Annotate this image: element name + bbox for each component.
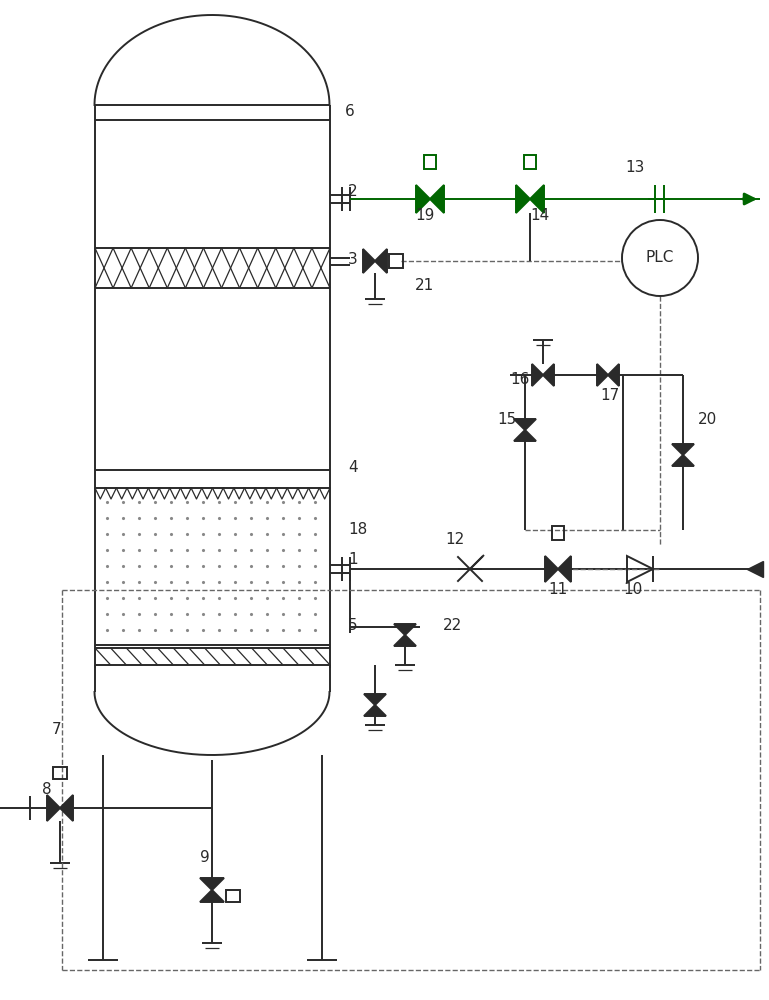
Text: 22: 22	[443, 617, 462, 633]
Polygon shape	[672, 455, 694, 466]
Text: 2: 2	[348, 184, 358, 200]
Text: 21: 21	[415, 277, 434, 292]
Polygon shape	[416, 185, 430, 213]
Text: 20: 20	[698, 412, 717, 428]
Text: 4: 4	[348, 460, 358, 476]
Polygon shape	[530, 185, 544, 213]
Bar	[424, 155, 436, 169]
Text: 5: 5	[348, 617, 358, 633]
Polygon shape	[375, 249, 387, 273]
Polygon shape	[430, 185, 444, 213]
Polygon shape	[363, 249, 375, 273]
Polygon shape	[516, 185, 530, 213]
Text: 3: 3	[348, 252, 358, 267]
Polygon shape	[532, 364, 543, 386]
Text: 9: 9	[200, 850, 210, 865]
Bar	[53, 767, 67, 779]
Text: 18: 18	[348, 522, 368, 538]
Text: 13: 13	[625, 160, 644, 176]
Text: 7: 7	[52, 722, 62, 738]
Polygon shape	[514, 430, 536, 441]
Polygon shape	[200, 890, 224, 902]
Text: 6: 6	[345, 104, 355, 119]
Polygon shape	[394, 635, 416, 646]
Polygon shape	[597, 364, 608, 386]
Bar	[524, 155, 536, 169]
Polygon shape	[608, 364, 619, 386]
Bar	[226, 890, 240, 902]
Polygon shape	[545, 556, 558, 582]
Text: 8: 8	[42, 782, 52, 798]
Bar	[552, 526, 564, 540]
Polygon shape	[364, 705, 386, 716]
Polygon shape	[672, 444, 694, 455]
Polygon shape	[543, 364, 554, 386]
Bar	[389, 254, 403, 268]
Text: 10: 10	[623, 582, 642, 597]
Polygon shape	[514, 419, 536, 430]
Text: 1: 1	[348, 552, 358, 568]
Polygon shape	[60, 795, 73, 821]
Text: 15: 15	[497, 412, 516, 428]
Polygon shape	[558, 556, 571, 582]
Text: 11: 11	[548, 582, 568, 597]
Polygon shape	[200, 878, 224, 890]
Polygon shape	[47, 795, 60, 821]
Text: 12: 12	[445, 532, 464, 548]
Text: 16: 16	[510, 372, 529, 387]
Text: 17: 17	[600, 387, 619, 402]
Text: PLC: PLC	[646, 250, 674, 265]
Text: 19: 19	[415, 208, 434, 223]
Polygon shape	[364, 694, 386, 705]
Text: 14: 14	[530, 208, 549, 223]
Polygon shape	[394, 624, 416, 635]
